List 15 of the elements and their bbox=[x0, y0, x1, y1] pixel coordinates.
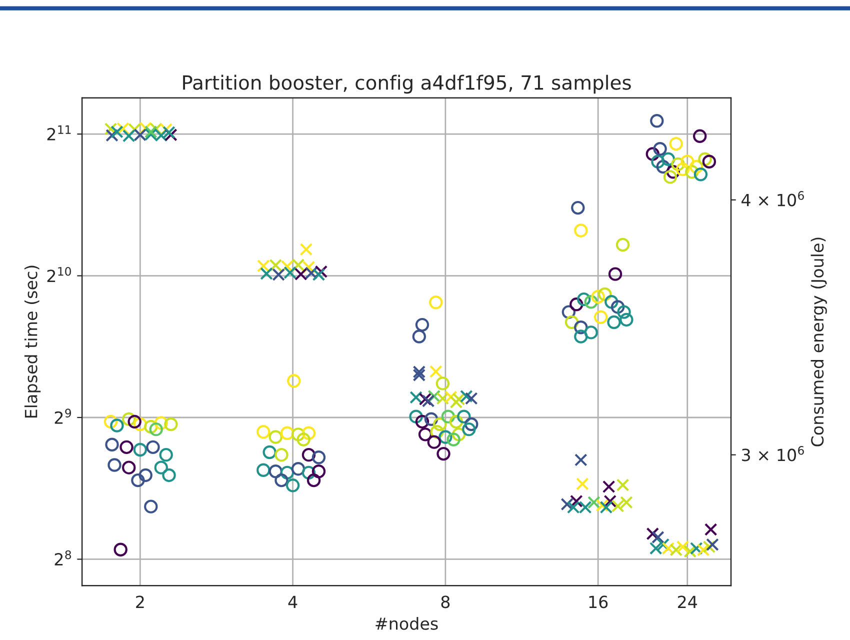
y2-axis-title: Consumed energy (Joule) bbox=[810, 238, 827, 446]
y2-tick-label: 3 × 10$^{6}$ bbox=[742, 446, 804, 462]
y-axis-title: Elapsed time (sec) bbox=[24, 266, 41, 418]
x-tick-label: 24 bbox=[678, 596, 698, 608]
x-tick-label: 8 bbox=[441, 596, 450, 608]
x-tick-label: 2 bbox=[136, 596, 144, 608]
y-tick-label: 2$^{11}$ bbox=[47, 125, 71, 140]
y-tick-label: 2$^{8}$ bbox=[54, 550, 72, 566]
y-tick-label: 2$^{10}$ bbox=[47, 266, 71, 282]
x-tick-label: 16 bbox=[589, 596, 608, 608]
x-tick-label: 4 bbox=[288, 596, 298, 608]
y2-tick-label: 4 × 10$^{6}$ bbox=[742, 191, 804, 206]
chart-title: Partition booster, config a4df1f95, 71 samples bbox=[183, 74, 631, 94]
x-axis-title: #nodes bbox=[376, 617, 438, 630]
y-tick-label: 2$^{9}$ bbox=[54, 408, 71, 424]
